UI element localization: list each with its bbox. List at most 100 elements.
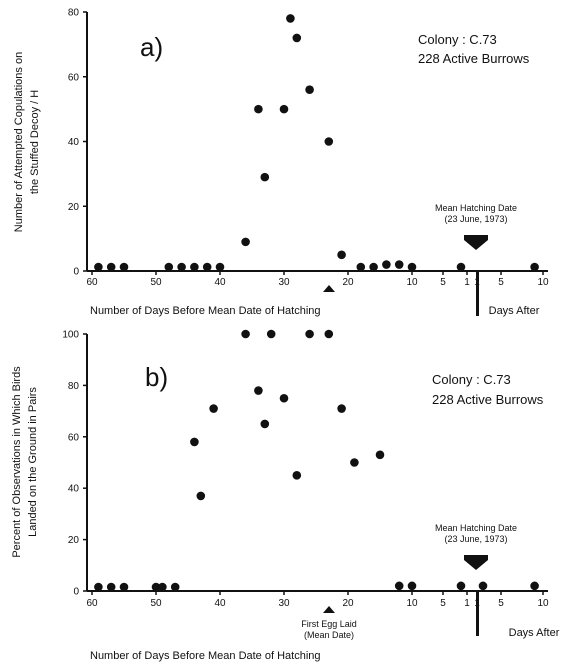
panel-b-up-arrow-icon bbox=[323, 606, 335, 613]
data-point bbox=[119, 582, 129, 592]
y-tick-label: 40 bbox=[68, 137, 80, 148]
x-tick-label: 40 bbox=[214, 598, 226, 609]
data-point bbox=[407, 581, 417, 591]
panel-b-label: b) bbox=[145, 362, 168, 392]
y-tick-label: 100 bbox=[62, 330, 79, 341]
panel-a-hatch-arrow-icon bbox=[464, 235, 488, 250]
panel-b-hatch-label-line2: (23 June, 1973) bbox=[444, 534, 507, 544]
data-point bbox=[177, 262, 186, 272]
panel-a-divider bbox=[476, 271, 479, 316]
panel-a-ylabel-line2: the Stuffed Decoy / H bbox=[29, 90, 41, 194]
y-tick-label: 60 bbox=[68, 72, 80, 83]
panel-b-divider bbox=[476, 591, 479, 636]
data-point bbox=[530, 581, 539, 591]
data-point bbox=[394, 581, 404, 591]
y-tick-label: 0 bbox=[73, 587, 79, 598]
data-point bbox=[324, 137, 334, 146]
y-tick-label: 0 bbox=[73, 267, 79, 278]
x-tick-label: 50 bbox=[150, 598, 162, 609]
x-tick-label: 1 bbox=[464, 598, 470, 609]
data-point bbox=[286, 14, 295, 23]
panel-a-colony: Colony : C.73 bbox=[418, 32, 497, 47]
x-tick-label: 60 bbox=[86, 598, 98, 609]
x-tick-label: 50 bbox=[150, 277, 162, 288]
y-tick-label: 80 bbox=[68, 381, 80, 392]
panel-a-xlabel-after: Days After bbox=[489, 305, 540, 317]
panel-a-ylabel-line1: Number of Attempted Copulations on bbox=[13, 52, 25, 232]
panel-a-hatch-label-line2: (23 June, 1973) bbox=[444, 214, 507, 224]
data-point bbox=[190, 262, 199, 272]
data-point bbox=[337, 250, 346, 260]
panel-b-hatch-label-line1: Mean Hatching Date bbox=[435, 523, 517, 533]
data-point bbox=[164, 262, 174, 272]
panel-b-colony: Colony : C.73 bbox=[432, 372, 511, 387]
data-point bbox=[190, 437, 199, 447]
x-tick-label: 20 bbox=[342, 277, 354, 288]
data-point bbox=[158, 582, 167, 592]
data-point bbox=[106, 582, 116, 592]
data-point bbox=[94, 262, 103, 272]
panel-b: b) Colony : C.73 228 Active Burrows Perc… bbox=[11, 330, 560, 663]
panel-a-label: a) bbox=[140, 32, 163, 62]
data-point bbox=[456, 262, 466, 272]
y-tick-label: 20 bbox=[68, 535, 80, 546]
x-tick-label: 20 bbox=[342, 598, 354, 609]
data-point bbox=[337, 404, 346, 413]
panel-b-points bbox=[94, 329, 539, 592]
panel-b-burrows: 228 Active Burrows bbox=[432, 392, 544, 407]
data-point bbox=[292, 471, 302, 480]
data-point bbox=[119, 262, 129, 272]
x-tick-label: 1 bbox=[464, 277, 470, 288]
data-point bbox=[375, 450, 385, 460]
panel-b-egg-label-line1: First Egg Laid bbox=[301, 619, 357, 629]
data-point bbox=[394, 260, 404, 269]
panel-b-ylabel-line2: Landed on the Ground in Pairs bbox=[27, 387, 39, 537]
panel-a-hatch-label-line1: Mean Hatching Date bbox=[435, 203, 517, 213]
panel-b-xlabel-after: Days After bbox=[509, 627, 560, 639]
data-point bbox=[241, 329, 250, 339]
data-point bbox=[196, 491, 206, 501]
data-point bbox=[407, 262, 417, 272]
x-tick-label: 10 bbox=[537, 277, 549, 288]
data-point bbox=[266, 329, 276, 339]
data-point bbox=[478, 581, 488, 591]
x-tick-label: 30 bbox=[278, 598, 290, 609]
y-tick-label: 40 bbox=[68, 484, 80, 495]
data-point bbox=[279, 104, 289, 114]
data-point bbox=[202, 262, 212, 272]
panel-b-ylabel-line1: Percent of Observations in Which Birds bbox=[11, 366, 23, 558]
x-tick-label: 10 bbox=[406, 598, 418, 609]
data-point bbox=[260, 172, 270, 182]
x-tick-label: 60 bbox=[86, 277, 98, 288]
panel-a-xlabel: Number of Days Before Mean Date of Hatch… bbox=[90, 305, 321, 317]
x-tick-label: 30 bbox=[278, 277, 290, 288]
data-point bbox=[106, 262, 116, 272]
panel-a-ticks: 020406080605040302010511510 bbox=[68, 8, 549, 289]
data-point bbox=[382, 260, 391, 269]
data-point bbox=[170, 582, 180, 592]
y-tick-label: 20 bbox=[68, 202, 80, 213]
data-point bbox=[254, 104, 263, 114]
data-point bbox=[350, 458, 359, 467]
y-tick-label: 80 bbox=[68, 8, 80, 19]
panel-b-hatch-arrow-icon bbox=[464, 555, 488, 570]
data-point bbox=[530, 262, 539, 272]
data-point bbox=[456, 581, 466, 591]
data-point bbox=[254, 386, 263, 395]
data-point bbox=[324, 329, 334, 339]
panel-a: a) Colony : C.73 228 Active Burrows Numb… bbox=[13, 8, 549, 318]
data-point bbox=[260, 419, 270, 429]
panel-a-up-arrow-icon bbox=[323, 285, 335, 292]
panel-b-xlabel: Number of Days Before Mean Date of Hatch… bbox=[90, 650, 321, 662]
data-point bbox=[292, 33, 302, 43]
x-tick-label: 10 bbox=[406, 277, 418, 288]
data-point bbox=[94, 582, 103, 592]
data-point bbox=[151, 582, 161, 592]
x-tick-label: 5 bbox=[498, 277, 504, 288]
x-tick-label: 40 bbox=[214, 277, 226, 288]
data-point bbox=[209, 404, 218, 413]
panel-b-egg-label-line2: (Mean Date) bbox=[304, 630, 354, 640]
data-point bbox=[369, 262, 378, 272]
x-tick-label: 5 bbox=[440, 277, 446, 288]
